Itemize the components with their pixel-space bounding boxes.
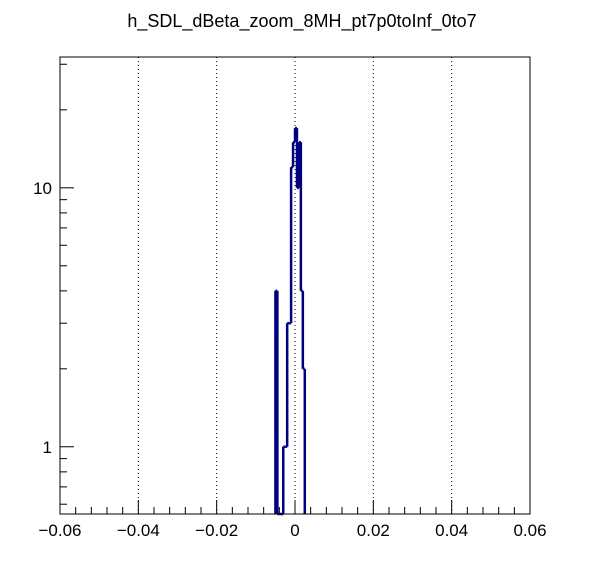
grid-lines: [137, 57, 453, 514]
y-tick-label: 1: [43, 438, 52, 457]
x-tick-label: 0: [290, 521, 299, 540]
x-tick-label: −0.04: [117, 521, 160, 540]
x-tick-label: 0.02: [357, 521, 390, 540]
axis-ticks: [59, 63, 531, 514]
x-tick-label: 0.06: [513, 521, 546, 540]
x-tick-label: −0.02: [195, 521, 238, 540]
x-tick-label: 0.04: [435, 521, 468, 540]
y-tick-label: 10: [33, 179, 52, 198]
x-tick-label: −0.06: [38, 521, 81, 540]
tick-labels: −0.06 −0.04 −0.02 0 0.02 0.04 0.06 1 10: [33, 179, 546, 540]
histogram-series: [274, 126, 307, 516]
chart-title: h_SDL_dBeta_zoom_8MH_pt7p0toInf_0to7: [127, 11, 476, 32]
